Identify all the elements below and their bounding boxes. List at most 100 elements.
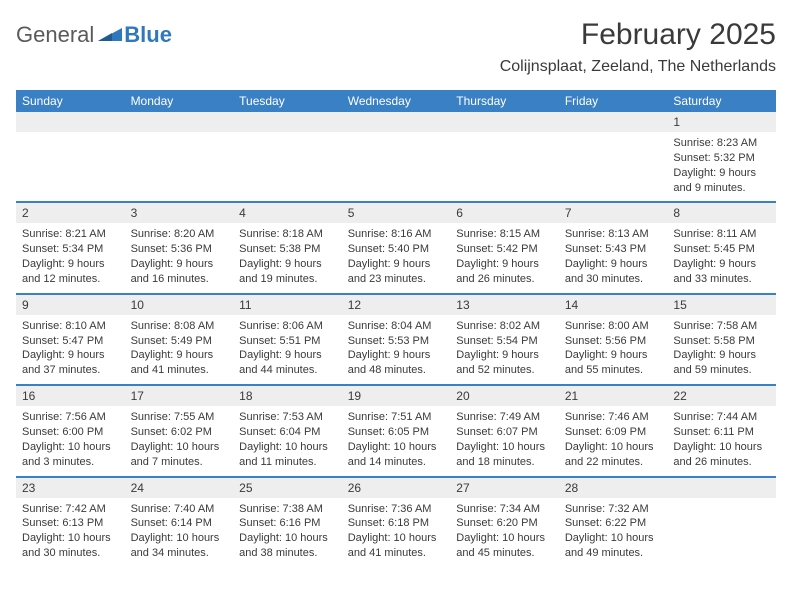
detail-line-daylight1: Daylight: 9 hours bbox=[239, 348, 336, 363]
detail-line-daylight1: Daylight: 9 hours bbox=[673, 257, 770, 272]
calendar-cell: 5Sunrise: 8:16 AMSunset: 5:40 PMDaylight… bbox=[342, 203, 451, 292]
detail-line-sunrise: Sunrise: 8:04 AM bbox=[348, 319, 445, 334]
detail-line-daylight2: and 7 minutes. bbox=[131, 455, 228, 470]
detail-line-sunrise: Sunrise: 8:11 AM bbox=[673, 227, 770, 242]
day-number: 26 bbox=[342, 478, 451, 498]
detail-line-sunset: Sunset: 6:14 PM bbox=[131, 516, 228, 531]
detail-line-daylight1: Daylight: 9 hours bbox=[131, 348, 228, 363]
calendar-cell: 22Sunrise: 7:44 AMSunset: 6:11 PMDayligh… bbox=[667, 386, 776, 475]
week-row: 2Sunrise: 8:21 AMSunset: 5:34 PMDaylight… bbox=[16, 201, 776, 292]
detail-line-daylight2: and 55 minutes. bbox=[565, 363, 662, 378]
day-details: Sunrise: 8:21 AMSunset: 5:34 PMDaylight:… bbox=[16, 223, 125, 292]
detail-line-sunset: Sunset: 6:11 PM bbox=[673, 425, 770, 440]
detail-line-daylight2: and 23 minutes. bbox=[348, 272, 445, 287]
detail-line-daylight1: Daylight: 9 hours bbox=[456, 257, 553, 272]
detail-line-sunrise: Sunrise: 7:55 AM bbox=[131, 410, 228, 425]
week-row: 1Sunrise: 8:23 AMSunset: 5:32 PMDaylight… bbox=[16, 112, 776, 201]
detail-line-daylight2: and 38 minutes. bbox=[239, 546, 336, 561]
day-details: Sunrise: 7:38 AMSunset: 6:16 PMDaylight:… bbox=[233, 498, 342, 567]
calendar-cell: 1Sunrise: 8:23 AMSunset: 5:32 PMDaylight… bbox=[667, 112, 776, 201]
day-number: 4 bbox=[233, 203, 342, 223]
detail-line-sunset: Sunset: 5:38 PM bbox=[239, 242, 336, 257]
calendar-cell: 13Sunrise: 8:02 AMSunset: 5:54 PMDayligh… bbox=[450, 295, 559, 384]
calendar-cell: 20Sunrise: 7:49 AMSunset: 6:07 PMDayligh… bbox=[450, 386, 559, 475]
day-details: Sunrise: 7:32 AMSunset: 6:22 PMDaylight:… bbox=[559, 498, 668, 567]
detail-line-sunrise: Sunrise: 7:56 AM bbox=[22, 410, 119, 425]
detail-line-daylight2: and 12 minutes. bbox=[22, 272, 119, 287]
day-header: Friday bbox=[559, 90, 668, 112]
detail-line-daylight1: Daylight: 10 hours bbox=[348, 440, 445, 455]
detail-line-daylight1: Daylight: 9 hours bbox=[22, 348, 119, 363]
detail-line-sunrise: Sunrise: 8:00 AM bbox=[565, 319, 662, 334]
week-row: 23Sunrise: 7:42 AMSunset: 6:13 PMDayligh… bbox=[16, 476, 776, 567]
day-number bbox=[559, 112, 668, 132]
calendar-cell: 14Sunrise: 8:00 AMSunset: 5:56 PMDayligh… bbox=[559, 295, 668, 384]
day-details: Sunrise: 7:44 AMSunset: 6:11 PMDaylight:… bbox=[667, 406, 776, 475]
calendar-cell bbox=[16, 112, 125, 201]
day-details: Sunrise: 8:11 AMSunset: 5:45 PMDaylight:… bbox=[667, 223, 776, 292]
day-details: Sunrise: 7:34 AMSunset: 6:20 PMDaylight:… bbox=[450, 498, 559, 567]
day-number bbox=[667, 478, 776, 498]
calendar-cell: 12Sunrise: 8:04 AMSunset: 5:53 PMDayligh… bbox=[342, 295, 451, 384]
day-details: Sunrise: 7:36 AMSunset: 6:18 PMDaylight:… bbox=[342, 498, 451, 567]
calendar-cell: 16Sunrise: 7:56 AMSunset: 6:00 PMDayligh… bbox=[16, 386, 125, 475]
detail-line-sunrise: Sunrise: 8:02 AM bbox=[456, 319, 553, 334]
day-number: 19 bbox=[342, 386, 451, 406]
calendar: SundayMondayTuesdayWednesdayThursdayFrid… bbox=[16, 90, 776, 567]
calendar-cell: 26Sunrise: 7:36 AMSunset: 6:18 PMDayligh… bbox=[342, 478, 451, 567]
day-header: Saturday bbox=[667, 90, 776, 112]
day-number: 27 bbox=[450, 478, 559, 498]
detail-line-daylight2: and 37 minutes. bbox=[22, 363, 119, 378]
day-header: Thursday bbox=[450, 90, 559, 112]
detail-line-sunset: Sunset: 5:58 PM bbox=[673, 334, 770, 349]
day-details: Sunrise: 7:42 AMSunset: 6:13 PMDaylight:… bbox=[16, 498, 125, 567]
day-details: Sunrise: 7:58 AMSunset: 5:58 PMDaylight:… bbox=[667, 315, 776, 384]
calendar-cell: 3Sunrise: 8:20 AMSunset: 5:36 PMDaylight… bbox=[125, 203, 234, 292]
detail-line-daylight1: Daylight: 10 hours bbox=[348, 531, 445, 546]
detail-line-sunset: Sunset: 5:45 PM bbox=[673, 242, 770, 257]
detail-line-daylight1: Daylight: 9 hours bbox=[22, 257, 119, 272]
detail-line-sunset: Sunset: 5:54 PM bbox=[456, 334, 553, 349]
detail-line-sunrise: Sunrise: 8:20 AM bbox=[131, 227, 228, 242]
detail-line-daylight1: Daylight: 10 hours bbox=[456, 531, 553, 546]
weeks-container: 1Sunrise: 8:23 AMSunset: 5:32 PMDaylight… bbox=[16, 112, 776, 567]
detail-line-sunset: Sunset: 6:04 PM bbox=[239, 425, 336, 440]
day-details: Sunrise: 8:02 AMSunset: 5:54 PMDaylight:… bbox=[450, 315, 559, 384]
logo-text-blue: Blue bbox=[124, 22, 172, 48]
day-headers-row: SundayMondayTuesdayWednesdayThursdayFrid… bbox=[16, 90, 776, 112]
detail-line-daylight1: Daylight: 9 hours bbox=[456, 348, 553, 363]
day-number: 23 bbox=[16, 478, 125, 498]
week-row: 9Sunrise: 8:10 AMSunset: 5:47 PMDaylight… bbox=[16, 293, 776, 384]
calendar-cell: 28Sunrise: 7:32 AMSunset: 6:22 PMDayligh… bbox=[559, 478, 668, 567]
detail-line-sunrise: Sunrise: 8:08 AM bbox=[131, 319, 228, 334]
detail-line-sunset: Sunset: 6:07 PM bbox=[456, 425, 553, 440]
day-header: Monday bbox=[125, 90, 234, 112]
detail-line-sunrise: Sunrise: 8:06 AM bbox=[239, 319, 336, 334]
detail-line-sunrise: Sunrise: 8:18 AM bbox=[239, 227, 336, 242]
detail-line-sunset: Sunset: 6:05 PM bbox=[348, 425, 445, 440]
detail-line-sunrise: Sunrise: 7:49 AM bbox=[456, 410, 553, 425]
detail-line-sunset: Sunset: 5:56 PM bbox=[565, 334, 662, 349]
detail-line-sunset: Sunset: 5:34 PM bbox=[22, 242, 119, 257]
detail-line-sunset: Sunset: 6:00 PM bbox=[22, 425, 119, 440]
calendar-cell: 23Sunrise: 7:42 AMSunset: 6:13 PMDayligh… bbox=[16, 478, 125, 567]
detail-line-daylight1: Daylight: 10 hours bbox=[131, 531, 228, 546]
calendar-cell bbox=[667, 478, 776, 567]
day-number: 12 bbox=[342, 295, 451, 315]
day-number: 11 bbox=[233, 295, 342, 315]
detail-line-sunrise: Sunrise: 7:51 AM bbox=[348, 410, 445, 425]
day-details: Sunrise: 8:04 AMSunset: 5:53 PMDaylight:… bbox=[342, 315, 451, 384]
day-number: 8 bbox=[667, 203, 776, 223]
detail-line-sunset: Sunset: 5:32 PM bbox=[673, 151, 770, 166]
detail-line-sunrise: Sunrise: 7:34 AM bbox=[456, 502, 553, 517]
detail-line-daylight2: and 45 minutes. bbox=[456, 546, 553, 561]
detail-line-daylight2: and 44 minutes. bbox=[239, 363, 336, 378]
detail-line-daylight1: Daylight: 10 hours bbox=[565, 440, 662, 455]
day-number: 9 bbox=[16, 295, 125, 315]
day-number: 7 bbox=[559, 203, 668, 223]
detail-line-sunrise: Sunrise: 8:10 AM bbox=[22, 319, 119, 334]
detail-line-daylight2: and 19 minutes. bbox=[239, 272, 336, 287]
detail-line-sunset: Sunset: 6:18 PM bbox=[348, 516, 445, 531]
detail-line-sunrise: Sunrise: 7:42 AM bbox=[22, 502, 119, 517]
detail-line-daylight2: and 33 minutes. bbox=[673, 272, 770, 287]
